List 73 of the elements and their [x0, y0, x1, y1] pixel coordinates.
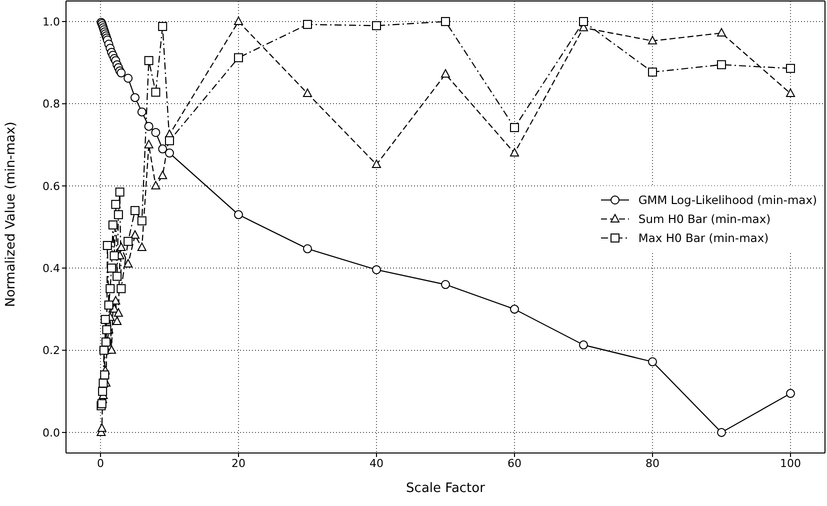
- point: [372, 265, 381, 274]
- legend-label: Sum H0 Bar (min-max): [638, 212, 771, 226]
- legend-label: GMM Log-Likelihood (min-max): [638, 192, 817, 206]
- legend-label: Max H0 Bar (min-max): [638, 230, 769, 244]
- point: [158, 144, 168, 154]
- point: [165, 148, 174, 158]
- point: [106, 284, 115, 294]
- point: [114, 308, 123, 317]
- point: [151, 88, 160, 97]
- point: [717, 428, 726, 437]
- point: [786, 388, 795, 398]
- point: [107, 264, 116, 273]
- point: [111, 200, 120, 209]
- point: [234, 53, 243, 62]
- point: [441, 280, 450, 290]
- point: [786, 64, 795, 73]
- point: [110, 251, 119, 260]
- y-tick-label: 0.4: [42, 262, 60, 275]
- point: [165, 136, 174, 146]
- point: [648, 357, 657, 366]
- point: [151, 180, 160, 190]
- y-tick-label: 1.0: [42, 15, 60, 28]
- point: [144, 56, 154, 66]
- point: [151, 128, 160, 137]
- point: [99, 346, 108, 355]
- point: [130, 206, 140, 216]
- point: [97, 423, 106, 432]
- point: [441, 17, 450, 26]
- point: [234, 16, 243, 26]
- point: [158, 22, 168, 31]
- point: [510, 123, 519, 132]
- point: [441, 69, 450, 78]
- x-tick-label: 40: [370, 456, 384, 470]
- point: [104, 300, 114, 310]
- point: [130, 93, 140, 102]
- point: [717, 28, 726, 37]
- point: [648, 68, 657, 77]
- y-tick-label: 0.0: [42, 426, 60, 440]
- point: [234, 210, 243, 220]
- point: [124, 74, 133, 83]
- point: [102, 325, 112, 334]
- point: [137, 107, 146, 116]
- point: [98, 386, 108, 396]
- point: [717, 60, 726, 70]
- x-tick-label: 0: [97, 456, 104, 470]
- point: [115, 188, 124, 197]
- point: [303, 88, 312, 97]
- y-tick-label: 0.6: [42, 180, 60, 193]
- point: [158, 170, 168, 180]
- point: [102, 240, 112, 250]
- point: [144, 122, 154, 131]
- point: [510, 304, 519, 314]
- x-tick-label: 20: [232, 456, 246, 470]
- point: [114, 210, 123, 220]
- x-axis-title: Scale Factor: [406, 481, 486, 496]
- point: [116, 284, 126, 294]
- point: [303, 244, 312, 254]
- point: [303, 20, 312, 29]
- point: [579, 17, 588, 26]
- point: [579, 340, 588, 350]
- y-tick-label: 0.8: [42, 98, 60, 111]
- point: [648, 36, 657, 44]
- point: [137, 216, 146, 226]
- y-tick-label: 0.2: [42, 344, 60, 358]
- x-tick-label: 60: [508, 456, 522, 470]
- y-axis-title: Normalized Value (min-max): [4, 122, 19, 307]
- point: [108, 220, 118, 230]
- x-tick-label: 80: [646, 456, 660, 470]
- point: [112, 272, 122, 281]
- point: [124, 236, 133, 246]
- x-tick-label: 100: [780, 456, 801, 470]
- point: [100, 314, 110, 324]
- point: [372, 21, 381, 30]
